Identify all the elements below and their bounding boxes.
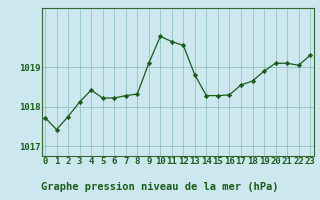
Text: Graphe pression niveau de la mer (hPa): Graphe pression niveau de la mer (hPa) <box>41 182 279 192</box>
